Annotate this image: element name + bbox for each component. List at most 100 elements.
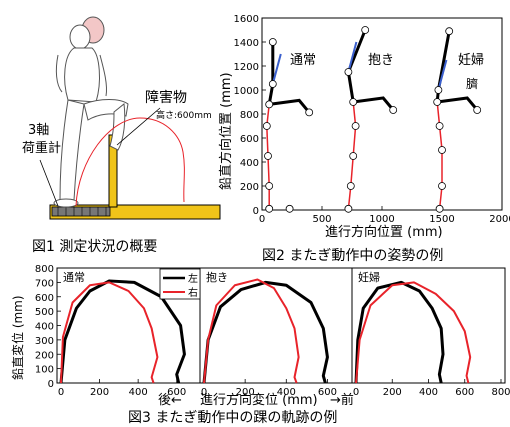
- fig2-joint-marker: [438, 182, 446, 190]
- fig3-caption: 図3 またぎ動作中の踝の軌跡の例: [128, 410, 337, 426]
- person-figure: [53, 16, 129, 208]
- fig2-leg-line: [436, 101, 443, 209]
- fig3-ytick-label: 800: [35, 264, 54, 275]
- fig2-xtick-label: 1000: [369, 214, 394, 225]
- fig2-joint-marker: [285, 204, 294, 213]
- fig3-plots: 0 100 200 300 400 500 600 700 800 0 200 400 600 通常 0 20…: [10, 264, 510, 426]
- fig2-joint-marker: [351, 122, 360, 130]
- fig2-joint-marker: [349, 152, 358, 160]
- fig2-ytick-label: 400: [240, 158, 259, 169]
- fig3-xtick-label: 200: [236, 387, 255, 398]
- sensor-label-line2: 荷重計: [22, 140, 61, 156]
- fig2-label-belly: 臍: [466, 77, 478, 91]
- fig2-trunk-line: [267, 42, 275, 105]
- fig3-ytick-label: 300: [35, 336, 54, 347]
- fig3-panel-label: 通常: [63, 271, 85, 284]
- fig2-y-ticks: 0 200 400 600 800 1000 1200 1400 1600: [234, 14, 266, 217]
- fig3-xtick-label: 0: [58, 387, 64, 398]
- fig3-panel-label: 妊婦: [358, 270, 380, 284]
- fig3-panel: 0 200 400 600 800 妊婦: [351, 267, 510, 398]
- fig3-panel: 0 200 400 600 抱き: [199, 267, 353, 398]
- fig2-raised-leg: [353, 96, 395, 111]
- fig2-arm-line: [271, 53, 282, 85]
- fig2-joint-marker: [268, 80, 277, 88]
- fig2-joint-marker: [265, 100, 274, 109]
- fig3-xtick-label: 0: [353, 387, 359, 398]
- fig1-caption: 図1 測定状況の概要: [32, 239, 157, 255]
- fig2-caption: 図2 またぎ動作中の姿勢の例: [262, 248, 443, 264]
- fig2-joint-marker: [438, 146, 446, 154]
- fig2-joint-marker: [445, 27, 454, 36]
- fig2-joint-marker: [473, 106, 482, 114]
- fig2-stick-figures: [262, 26, 482, 213]
- fig3-right-ankle-line: [203, 278, 300, 384]
- fig2-raised-leg: [269, 98, 311, 114]
- obstacle-label: 障害物: [145, 90, 187, 106]
- fig1-illustration: 3軸 荷重計 障害物 高さ:600mm 図1 測定状況の概要: [22, 16, 221, 255]
- sensor-label-line1: 3軸: [28, 123, 49, 138]
- fig2-joint-marker: [305, 108, 314, 117]
- fig2-joint-marker: [349, 98, 358, 106]
- fig3-xtick-label: 600: [167, 387, 186, 398]
- ankle-trajectory: [75, 117, 185, 207]
- fig3-left-ankle-line: [354, 280, 445, 384]
- fig3-ytick-label: 500: [35, 307, 54, 318]
- fig2-ytick-label: 200: [240, 182, 259, 193]
- fig3-panel-label: 抱き: [206, 270, 228, 284]
- fig2-ytick-label: 1200: [234, 62, 259, 73]
- fig2-plot: 0 200 400 600 800 1000 1200 1400 1600 0 500 1000 15…: [218, 14, 510, 264]
- fig2-joint-marker: [346, 182, 355, 190]
- fig3-ytick-label: 200: [35, 350, 54, 361]
- fig3-xlabel: 進行方向変位 (mm): [200, 392, 318, 408]
- fig2-joint-marker: [265, 204, 274, 213]
- fig2-joint-marker: [361, 26, 370, 34]
- fig2-joint-marker: [344, 68, 353, 76]
- fig3-xlabel-front: →前: [330, 392, 354, 408]
- fig3-ylabel: 鉛直変位 (mm): [10, 295, 25, 380]
- fig3-panel-frame: [351, 267, 506, 384]
- fig3-xtick-label: 400: [419, 387, 438, 398]
- fig2-joint-marker: [262, 122, 271, 130]
- fig3-ytick-label: 0: [48, 379, 54, 390]
- fig2-ylabel: 鉛直方向位置 (mm): [218, 72, 234, 190]
- legend-left-label: 左: [188, 272, 198, 285]
- obstacle-height: 高さ:600mm: [156, 109, 212, 121]
- fig2-arm-line: [347, 41, 358, 73]
- fig2-xtick-label: 500: [312, 214, 331, 225]
- fig3-xtick-label: 400: [277, 387, 296, 398]
- fig3-ytick-label: 100: [35, 365, 54, 376]
- fig2-ytick-label: 1000: [234, 86, 259, 97]
- fig2-ytick-label: 1600: [234, 14, 259, 25]
- fig3-left-ankle-line: [59, 279, 186, 384]
- fig2-raised-leg: [437, 96, 479, 111]
- fig2-ytick-label: 800: [240, 110, 259, 121]
- fig2-joint-marker: [389, 106, 398, 114]
- fig3-right-ankle-line: [60, 281, 159, 384]
- force-plate: [51, 206, 111, 217]
- fig3-left-ankle-line: [202, 280, 329, 384]
- fig2-ytick-label: 600: [240, 134, 259, 145]
- fig3-xtick-label: 800: [491, 387, 510, 398]
- fig2-xtick-label: 1500: [429, 214, 454, 225]
- fig3-xtick-label: 200: [383, 387, 402, 398]
- fig2-joint-marker: [344, 204, 353, 213]
- fig3-xtick-label: 0: [201, 387, 207, 398]
- fig3-panel: 0 200 400 600 通常: [56, 267, 201, 398]
- fig2-joint-marker: [434, 86, 443, 94]
- fig2-joint-marker: [435, 122, 444, 130]
- fig3-legend: 左右: [159, 268, 201, 300]
- fig3-xlabel-back: 後←: [158, 393, 182, 408]
- fig2-label-carry: 抱き: [368, 52, 394, 68]
- fig2-xlabel: 進行方向位置 (mm): [325, 224, 443, 240]
- fig2-arm-line: [437, 59, 448, 91]
- fig3-ytick-label: 700: [35, 278, 54, 289]
- legend-right-label: 右: [188, 286, 198, 299]
- fig2-ytick-label: 0: [253, 206, 259, 217]
- fig3-xtick-label: 200: [90, 387, 109, 398]
- fig2-label-pregnant: 妊婦: [458, 52, 484, 68]
- fig2-frame: [261, 17, 503, 211]
- fig2-joint-marker: [265, 182, 274, 190]
- fig2-joint-marker: [268, 38, 277, 46]
- fig3-xtick-label: 600: [318, 387, 337, 398]
